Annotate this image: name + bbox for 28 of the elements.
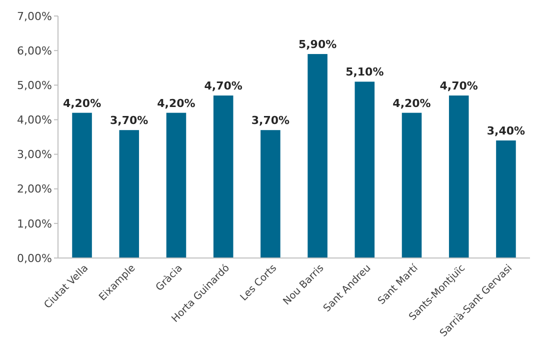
data-label: 4,20% (392, 96, 431, 110)
y-tick-label: 7,00% (17, 10, 52, 23)
y-tick-label: 5,00% (17, 78, 52, 92)
y-tick-label: 0,00% (17, 252, 52, 265)
data-label: 4,70% (204, 80, 242, 93)
bar (260, 130, 280, 258)
bar (354, 82, 375, 258)
data-label: 3,70% (110, 114, 148, 128)
y-tick-label: 2,00% (17, 182, 52, 196)
data-label: 5,10% (346, 66, 384, 79)
data-label: 3,70% (251, 114, 290, 128)
bar (213, 96, 234, 258)
data-label: 4,20% (157, 96, 196, 110)
bar (308, 54, 328, 258)
bar (496, 140, 516, 258)
data-label: 3,40% (486, 124, 526, 138)
data-label: 4,70% (440, 80, 478, 93)
data-label: 5,90% (298, 38, 337, 52)
bar (166, 112, 186, 258)
data-label: 4,20% (62, 96, 102, 110)
bar (119, 130, 140, 258)
y-tick-label: 6,00% (17, 44, 52, 58)
bar (72, 112, 92, 258)
y-tick-label: 1,00% (17, 217, 52, 230)
y-tick-label: 3,00% (17, 148, 52, 162)
bar (402, 112, 422, 258)
bar (448, 96, 469, 258)
y-tick-label: 4,00% (17, 114, 52, 127)
